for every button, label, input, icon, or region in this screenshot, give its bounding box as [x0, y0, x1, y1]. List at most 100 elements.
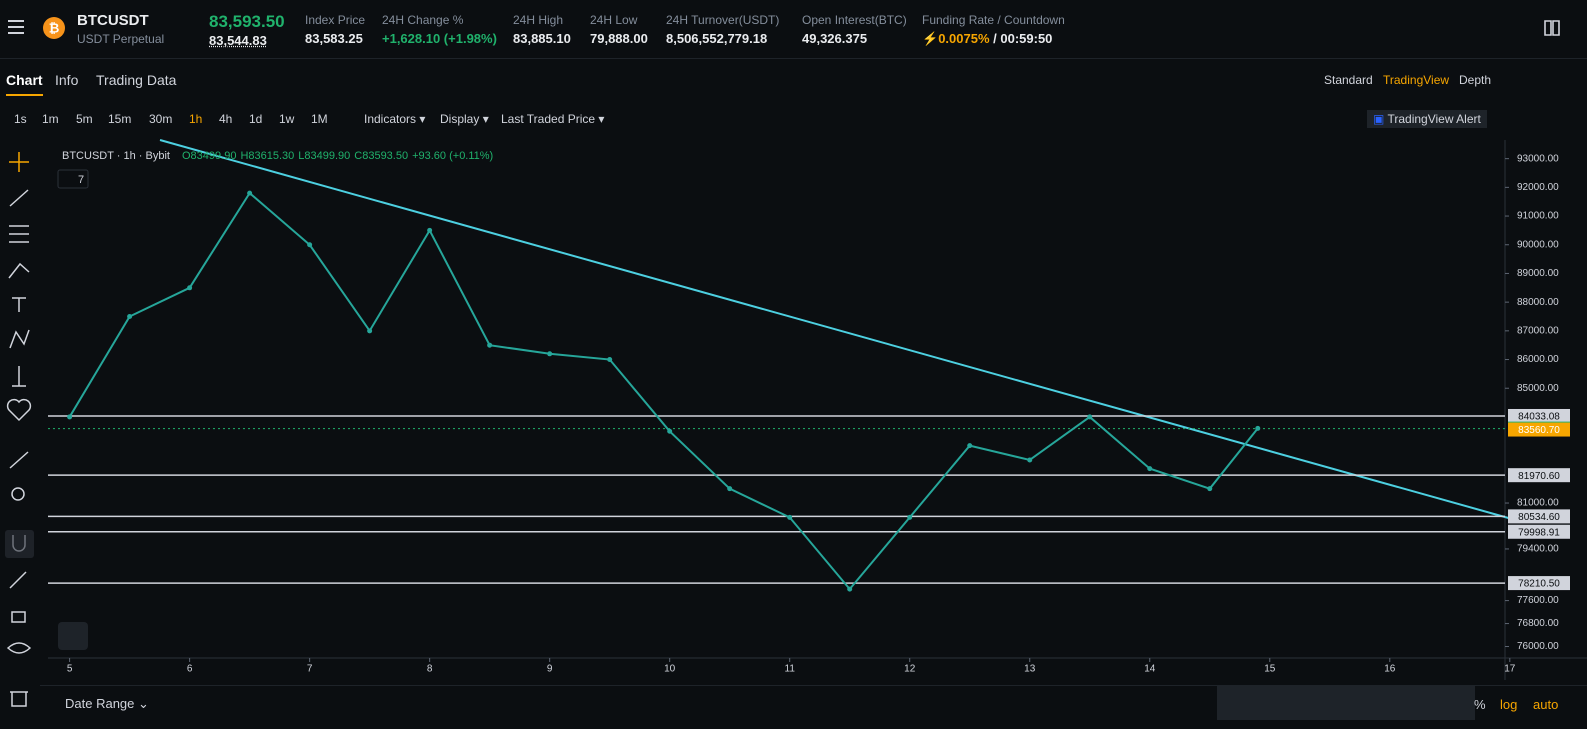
- symbol[interactable]: BTCUSDT: [77, 12, 149, 29]
- y-tick-label: 88000.00: [1517, 297, 1559, 308]
- book-icon[interactable]: [1544, 19, 1560, 37]
- favorites-tool[interactable]: [6, 398, 32, 422]
- price-label-box: [1508, 422, 1570, 437]
- countdown: / 00:59:50: [993, 31, 1053, 46]
- x-tick-label: 10: [664, 664, 676, 675]
- x-tick-label: 12: [904, 664, 916, 675]
- x-tick-label: 11: [785, 664, 796, 675]
- fib-tool[interactable]: [9, 225, 29, 243]
- tab[interactable]: Info: [55, 72, 79, 88]
- interval[interactable]: 1s: [14, 112, 27, 126]
- zoom-tool[interactable]: [11, 487, 25, 501]
- y-tick-label: 90000.00: [1517, 239, 1559, 250]
- price-point: [1207, 486, 1213, 492]
- funding-rate: 0.0075%: [938, 31, 990, 46]
- ruler-tool[interactable]: [9, 451, 29, 469]
- x-tick-label: 13: [1024, 664, 1036, 675]
- interval[interactable]: 15m: [108, 112, 132, 126]
- x-tick-label: 8: [427, 664, 433, 675]
- menu-icon[interactable]: [8, 19, 26, 35]
- price-point: [427, 227, 433, 233]
- lock-drawings-tool[interactable]: [9, 571, 27, 589]
- stat-value: 8,506,552,779.18: [666, 31, 768, 46]
- text-tool[interactable]: [12, 297, 26, 312]
- trash-tool[interactable]: [10, 691, 28, 707]
- interval[interactable]: 1w: [279, 112, 295, 126]
- interval[interactable]: 4h: [219, 112, 233, 126]
- view-tab[interactable]: Depth: [1459, 73, 1492, 87]
- percent-toggle[interactable]: %: [1474, 697, 1486, 712]
- funding-label: Funding Rate / Countdown: [922, 13, 1065, 27]
- stat-value: +1,628.10 (+1.98%): [382, 31, 497, 46]
- x-tick-label: 14: [1144, 664, 1156, 675]
- tool-highlight: [5, 530, 34, 558]
- price-point: [667, 428, 673, 434]
- y-tick-label: 91000.00: [1517, 211, 1559, 222]
- y-tick-label: 93000.00: [1517, 153, 1559, 164]
- crosshair-tool[interactable]: [9, 152, 29, 172]
- x-tick-label: 6: [187, 664, 193, 675]
- funding: ⚡0.0075% / 00:59:50: [922, 31, 1053, 46]
- coin-icon: ₿: [43, 17, 65, 39]
- price-label-box: [1508, 468, 1570, 483]
- price-point: [1027, 457, 1033, 463]
- price-point: [1255, 425, 1261, 431]
- price-point: [487, 342, 493, 348]
- tv-logo: [58, 622, 88, 650]
- stat-label: Index Price: [305, 13, 366, 27]
- interval[interactable]: 1m: [42, 112, 59, 126]
- drawing-favorites[interactable]: [1217, 686, 1475, 720]
- toolbar-menu[interactable]: Display ▾: [440, 112, 489, 126]
- interval[interactable]: 5m: [76, 112, 93, 126]
- price-label-box: [1508, 408, 1570, 423]
- lock-tool[interactable]: [11, 611, 26, 623]
- tab[interactable]: Chart: [6, 72, 43, 96]
- log-toggle[interactable]: log: [1500, 697, 1518, 712]
- y-tick-label: 81000.00: [1517, 498, 1559, 509]
- interval[interactable]: 1d: [249, 112, 263, 126]
- view-tab[interactable]: TradingView: [1383, 73, 1450, 87]
- x-tick-label: 9: [547, 664, 553, 675]
- stat-label: 24H Turnover(USDT): [666, 13, 780, 27]
- stat-value: 83,885.10: [513, 31, 571, 46]
- indicator-count: 7: [78, 174, 84, 186]
- bottom-bar: Date Range ⌄ % log auto: [40, 685, 1587, 729]
- toolbar-menu[interactable]: Last Traded Price ▾: [501, 112, 605, 126]
- visibility-tool[interactable]: [6, 642, 32, 654]
- date-range[interactable]: Date Range ⌄: [65, 696, 149, 711]
- x-tick-label: 17: [1504, 664, 1516, 675]
- y-tick-label: 92000.00: [1517, 182, 1559, 193]
- price-point: [727, 486, 733, 492]
- price-point: [187, 285, 193, 291]
- interval[interactable]: 1h: [189, 112, 203, 126]
- interval[interactable]: 1M: [311, 112, 328, 126]
- alert-button[interactable]: ▣ TradingView Alert: [1367, 110, 1487, 128]
- price-point: [607, 357, 613, 363]
- legend-change: +93.60 (+0.11%): [412, 150, 493, 162]
- price-point: [127, 313, 133, 319]
- price-point: [307, 242, 313, 248]
- tab[interactable]: Trading Data: [96, 72, 177, 88]
- y-tick-label: 79400.00: [1517, 544, 1559, 555]
- y-tick-label: 76000.00: [1517, 641, 1559, 652]
- stat-label: Open Interest(BTC): [802, 13, 907, 27]
- price-point: [847, 586, 853, 592]
- drawing-tools: [5, 152, 34, 707]
- toolbar-menu[interactable]: Indicators ▾: [364, 112, 426, 126]
- stat-label: 24H High: [513, 13, 564, 27]
- brush-tool[interactable]: [8, 262, 30, 279]
- price-label-box: [1508, 509, 1570, 524]
- auto-toggle[interactable]: auto: [1533, 697, 1559, 712]
- price-label: 80534.60: [1518, 512, 1560, 523]
- legend-close: C83593.50: [354, 150, 408, 162]
- pattern-tool[interactable]: [9, 329, 30, 349]
- chart: 93000.00 92000.00 91000.00 90000.00 89000.00…: [48, 139, 1587, 680]
- price-point: [67, 414, 73, 420]
- stat-label: 24H Low: [590, 13, 638, 27]
- view-tab[interactable]: Standard: [1324, 73, 1373, 87]
- measure-tool[interactable]: [12, 366, 26, 387]
- interval[interactable]: 30m: [149, 112, 173, 126]
- last-price: 83,593.50: [209, 12, 285, 31]
- trendline-tool[interactable]: [9, 189, 29, 207]
